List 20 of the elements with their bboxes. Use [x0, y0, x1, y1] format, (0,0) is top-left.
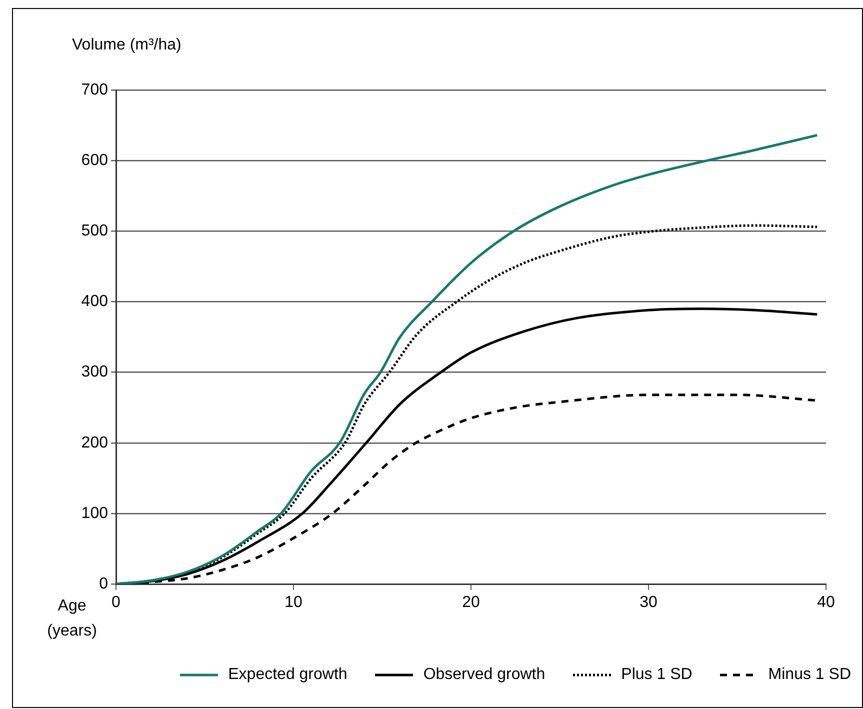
y-tick-label: 100 [81, 504, 108, 522]
x-tick-label: 20 [462, 594, 480, 612]
x-tick-label: 30 [640, 594, 658, 612]
y-tick-label: 200 [81, 434, 108, 452]
y-tick-label: 600 [81, 152, 108, 169]
y-tick-label: 300 [81, 364, 108, 381]
x-tick-label: 40 [817, 594, 835, 612]
y-tick-label: 700 [81, 81, 108, 98]
x-axis-title: Age (years) [47, 597, 97, 640]
y-tick-label: 500 [81, 222, 108, 240]
y-tick-label: 400 [81, 293, 108, 310]
line-series [116, 134, 818, 584]
legend-label: Plus 1 SD [621, 666, 692, 684]
x-tick-label: 10 [284, 594, 302, 612]
y-axis-title: Volume (m³/ha) [72, 36, 182, 54]
x-tick-label: 0 [112, 594, 121, 612]
legend-label: Minus 1 SD [768, 666, 851, 684]
legend-label: Observed growth [423, 666, 546, 684]
legend-label: Expected growth [228, 666, 348, 684]
y-tick-label: 0 [99, 575, 108, 592]
